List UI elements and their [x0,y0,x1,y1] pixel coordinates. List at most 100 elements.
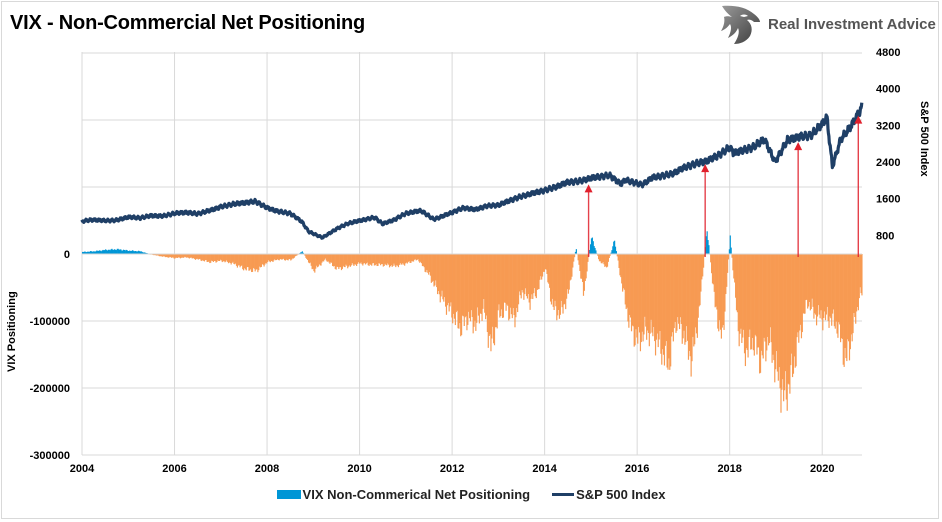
vix-bar [381,254,384,265]
vix-bar [821,254,823,320]
vix-bar [623,254,626,290]
vix-bar [339,254,341,268]
vix-bar [598,254,600,260]
vix-bar [158,254,160,257]
vix-bar [408,254,410,262]
vix-bar [412,254,415,262]
vix-bar [313,254,315,272]
vix-bar [443,254,445,302]
vix-bar [85,252,87,254]
vix-bar [839,254,841,325]
vix-bar [388,254,390,265]
vix-bar [581,254,583,279]
vix-bar [398,254,400,265]
vix-bar [831,254,833,326]
vix-bar [611,250,613,254]
vix-bar [776,254,779,372]
vix-bar [335,254,337,270]
vix-bar [100,251,102,254]
vix-bar [162,254,164,257]
vix-bar [348,254,350,267]
vix-bar [260,254,263,267]
vix-bar [466,254,468,331]
vix-bar [234,254,236,265]
vix-bar [254,254,256,272]
vix-bar [307,254,309,261]
vix-bar [512,254,514,309]
vix-bar [706,231,708,254]
vix-bar [792,254,795,374]
legend-item-vix[interactable]: VIX Non-Commerical Net Positioning [276,487,531,502]
vix-bar [797,254,799,333]
vix-bar [267,254,270,261]
vix-bar [780,254,782,413]
vix-bar [520,254,522,299]
vix-bar [733,254,735,279]
vix-bar [474,254,476,321]
vix-bar [670,254,673,337]
vix-bar [753,254,755,356]
vix-bar [308,254,311,264]
vix-bar [108,249,110,254]
vix-bar [830,254,832,319]
vix-bar [559,254,561,315]
vix-bar [306,254,308,260]
vix-bar [144,252,146,254]
vix-bar [164,254,166,258]
vix-bar [385,254,387,265]
vix-bar [310,254,312,266]
vix-bar [450,254,452,303]
vix-bar [117,248,119,254]
vix-bar [316,254,319,268]
vix-bar [267,254,269,262]
vix-bar [509,254,512,308]
vix-bar [448,254,450,312]
vix-bar [358,254,360,264]
vix-bar [816,254,819,317]
vix-bar [376,254,378,267]
vix-bar [757,254,759,348]
vix-bar [120,249,122,254]
vix-bar [395,254,397,268]
vix-bar [251,254,253,273]
vix-bar [187,254,190,258]
vix-bar [590,244,592,254]
vix-bar [659,254,661,331]
vix-bar [541,254,543,280]
vix-bar [104,249,106,254]
vix-bar [486,254,488,333]
vix-bar [115,250,117,254]
y2-tick-label: 4000 [876,84,900,96]
vix-bar [212,254,214,263]
vix-bar [859,254,861,288]
vix-bar [680,254,682,324]
vix-bar [278,254,280,261]
vix-bar [524,254,526,295]
vix-bar [583,254,585,291]
x-tick-label: 2010 [347,463,371,475]
legend-label-vix: VIX Non-Commerical Net Positioning [302,487,531,502]
vix-bar [850,254,852,335]
vix-bar [445,254,448,315]
vix-bar [444,254,447,307]
vix-bar [586,254,588,272]
vix-bar [275,254,277,261]
vix-bar [767,254,769,337]
vix-bar [90,251,92,254]
vix-bar [184,254,186,257]
vix-bar [618,254,620,269]
vix-bar [225,254,227,262]
vix-bar [327,254,329,262]
vix-bar [656,254,658,334]
vix-bar [575,249,577,254]
vix-bar [502,254,505,318]
vix-bar [690,254,692,377]
vix-bar [714,254,716,308]
vix-bar [725,254,727,295]
vix-bar [786,254,788,411]
vix-bar [98,250,100,254]
vix-bar [165,254,167,258]
vix-bar [598,254,601,262]
vix-bar [661,254,663,365]
legend-item-sp500[interactable]: S&P 500 Index [552,487,665,502]
